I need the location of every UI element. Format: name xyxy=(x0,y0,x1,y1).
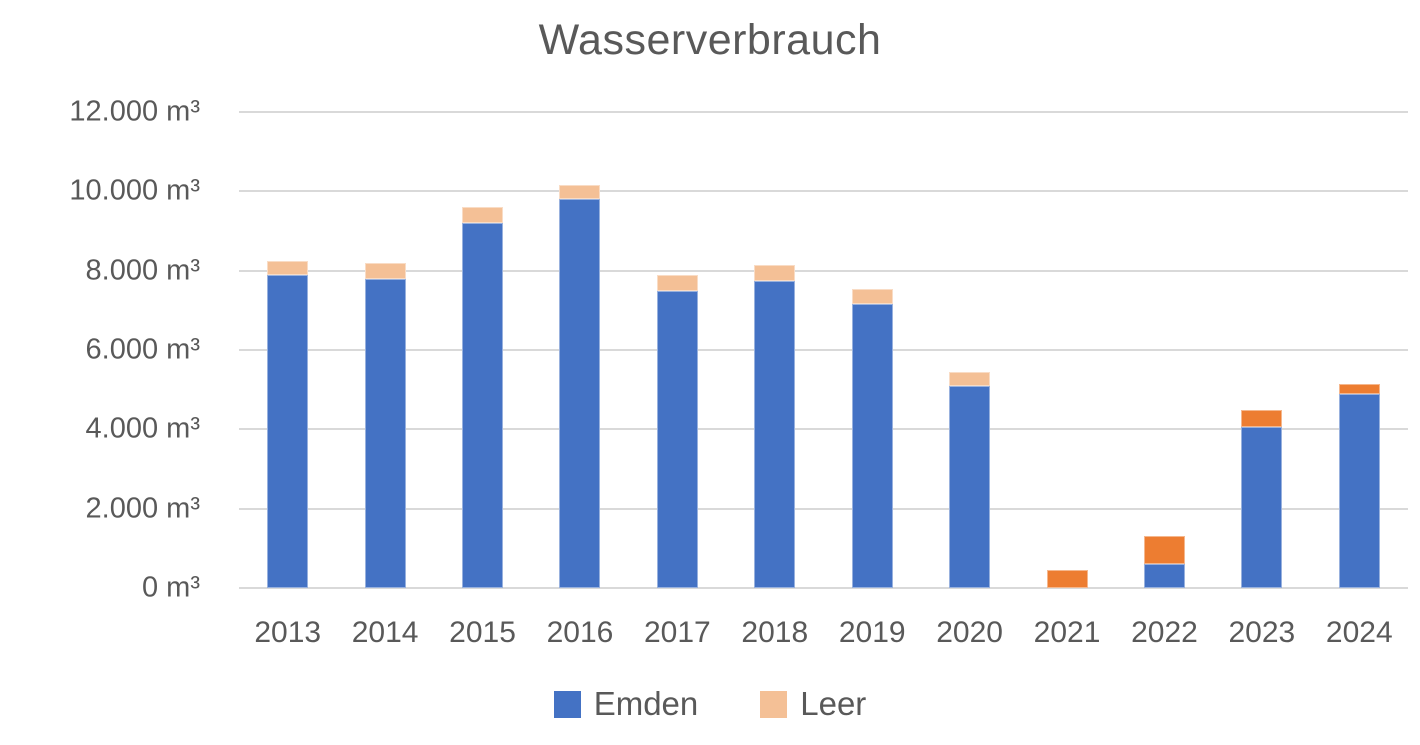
y-tick-label-6000: 6.000 m³ xyxy=(85,333,200,366)
bar-segment-leer-2018 xyxy=(754,264,796,281)
bar-segment-emden-2024 xyxy=(1338,393,1380,588)
y-tick-label-4000: 4.000 m³ xyxy=(85,412,200,445)
bar-segment-leer-2016 xyxy=(559,185,601,200)
x-tick-label-2016: 2016 xyxy=(546,616,614,649)
bar-2013 xyxy=(267,112,309,588)
legend-item-leer: Leer xyxy=(760,685,866,723)
legend-item-emden: Emden xyxy=(553,685,699,723)
bar-segment-leer-2019 xyxy=(851,288,893,305)
bar-segment-emden-2016 xyxy=(559,199,601,588)
bar-2023 xyxy=(1241,112,1283,588)
gridline-12000 xyxy=(239,111,1408,113)
gridline-2000 xyxy=(239,507,1408,510)
bar-2024 xyxy=(1338,112,1380,588)
bar-segment-emden-2022 xyxy=(1143,564,1185,588)
bar-segment-emden-2018 xyxy=(754,280,796,588)
y-tick-label-8000: 8.000 m³ xyxy=(85,254,200,287)
bar-segment-leer-2020 xyxy=(949,371,991,386)
x-tick-label-2022: 2022 xyxy=(1131,616,1198,649)
x-tick-label-2020: 2020 xyxy=(936,616,1003,649)
bar-2020 xyxy=(949,112,991,588)
bar-2017 xyxy=(656,112,698,588)
gridline-8000 xyxy=(239,269,1408,272)
x-tick-label-2014: 2014 xyxy=(351,616,419,649)
y-tick-label-0: 0 m³ xyxy=(142,571,200,604)
y-axis: 0 m³ 2.000 m³ 4.000 m³ 6.000 m³ 8.000 m³ 10.0… xyxy=(0,96,200,604)
y-tick-label-12000: 12.000 m³ xyxy=(69,95,200,128)
bar-segment-leer-2015 xyxy=(462,207,504,224)
legend-swatch-leer xyxy=(760,690,788,718)
x-tick-label-2024: 2024 xyxy=(1325,616,1393,649)
x-tick-label-2013: 2013 xyxy=(254,616,322,649)
bar-2022 xyxy=(1143,112,1185,588)
bar-2018 xyxy=(754,112,796,588)
bar-segment-leer-2024 xyxy=(1338,383,1380,394)
chart-title: Wasserverbrauch xyxy=(538,16,882,64)
legend-label-emden: Emden xyxy=(593,685,699,722)
y-tick-label-10000: 10.000 m³ xyxy=(69,174,200,207)
bar-segment-emden-2015 xyxy=(462,223,504,588)
bar-segment-emden-2014 xyxy=(364,278,406,588)
gridline-6000 xyxy=(239,349,1408,351)
bar-segment-emden-2019 xyxy=(851,304,893,588)
legend-label-leer: Leer xyxy=(800,685,867,722)
plot-area xyxy=(239,111,1408,589)
bar-segment-leer-2014 xyxy=(364,262,406,279)
bar-2019 xyxy=(851,112,893,588)
x-tick-label-2021: 2021 xyxy=(1033,616,1101,649)
bar-segment-emden-2017 xyxy=(656,290,698,588)
x-tick-label-2017: 2017 xyxy=(643,616,711,649)
y-tick-label-2000: 2.000 m³ xyxy=(85,492,200,525)
bar-segment-leer-2023 xyxy=(1241,409,1283,428)
legend-swatch-emden xyxy=(553,690,581,718)
bar-segment-leer-2021 xyxy=(1046,570,1088,588)
gridline-0 xyxy=(239,587,1408,589)
bar-segment-emden-2020 xyxy=(949,385,991,588)
bar-segment-leer-2013 xyxy=(267,260,309,275)
legend: Emden Leer xyxy=(0,685,1420,723)
bar-segment-leer-2017 xyxy=(656,274,698,291)
bar-segment-emden-2023 xyxy=(1241,427,1283,588)
gridline-4000 xyxy=(239,428,1408,431)
bar-2015 xyxy=(462,112,504,588)
x-tick-label-2023: 2023 xyxy=(1228,616,1296,649)
x-axis: 2013 2014 2015 2016 2017 2018 2019 2020 2021 2022… xyxy=(239,615,1408,655)
bar-segment-emden-2013 xyxy=(267,274,309,588)
bar-2021 xyxy=(1046,112,1088,588)
bar-2014 xyxy=(364,112,406,588)
bar-segment-leer-2022 xyxy=(1143,536,1185,565)
bar-2016 xyxy=(559,112,601,588)
x-tick-label-2019: 2019 xyxy=(838,616,906,649)
x-tick-label-2015: 2015 xyxy=(449,616,516,649)
gridline-10000 xyxy=(239,190,1408,193)
x-tick-label-2018: 2018 xyxy=(741,616,809,649)
